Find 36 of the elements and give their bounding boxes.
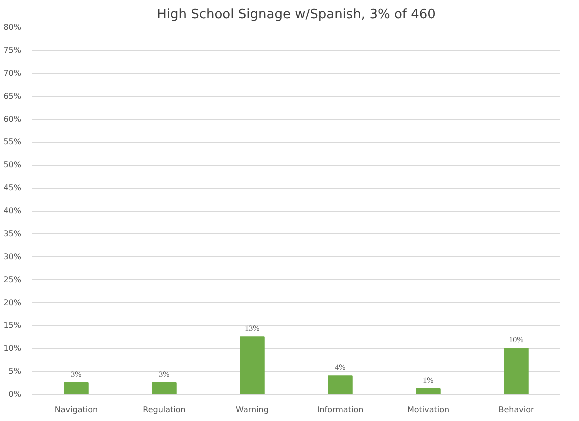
data-label: 3% [159,370,170,380]
y-tick-label: 20% [4,298,22,308]
y-tick-label: 5% [8,367,22,376]
y-tick-label: 80% [4,23,22,32]
y-tick-label: 60% [4,114,22,124]
y-tick-label: 15% [4,321,22,330]
y-tick-label: 50% [4,160,22,170]
y-tick-label: 30% [4,252,22,262]
x-tick-label: Regulation [143,406,186,414]
y-tick-label: 75% [4,46,22,55]
chart-title: High School Signage w/Spanish, 3% of 460 [157,8,436,22]
y-tick-label: 10% [4,344,22,354]
data-label: 1% [423,376,434,385]
y-tick-label: 0% [8,390,22,399]
data-label: 13% [245,324,260,334]
bar [152,382,177,394]
y-tick-label: 45% [4,184,22,193]
bar [504,348,529,394]
x-tick-label: Navigation [54,406,98,414]
x-tick-label: Information [317,406,364,414]
y-tick-label: 65% [4,92,22,101]
bar [328,376,353,394]
data-label: 4% [335,363,346,372]
bar [416,388,441,394]
x-tick-label: Motivation [407,406,450,414]
bar [64,382,89,394]
y-tick-label: 25% [4,275,22,284]
y-tick-label: 40% [4,206,22,216]
y-tick-label: 55% [4,138,22,147]
x-tick-label: Behavior [498,406,535,414]
bar [240,336,265,394]
y-tick-label: 35% [4,229,22,238]
y-tick-label: 70% [4,68,22,78]
data-label: 10% [509,336,524,345]
data-label: 3% [71,370,82,380]
x-tick-label: Warning [236,406,269,414]
